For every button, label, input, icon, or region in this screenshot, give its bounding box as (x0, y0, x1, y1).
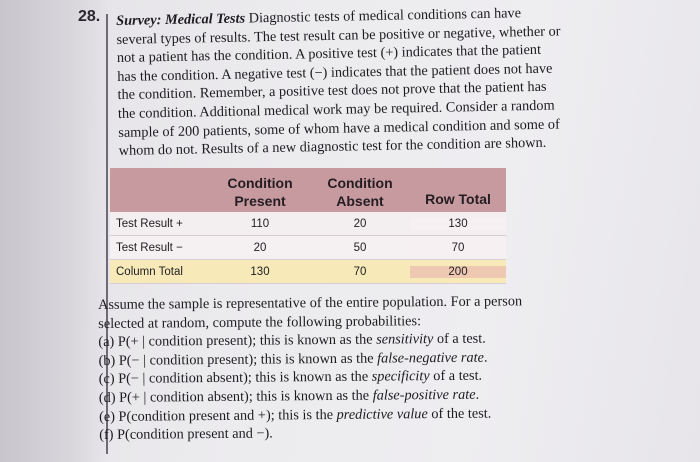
question-text: (c) P(− | condition absent); this is kno… (98, 368, 372, 388)
question-term: predictive value (336, 405, 428, 423)
header-line: Row Total (425, 191, 491, 207)
header-condition-absent: Condition Absent (310, 168, 410, 212)
header-line: Condition (227, 175, 293, 191)
question-text: of the test. (427, 405, 492, 422)
table-row: Column Total 130 70 200 (110, 260, 506, 284)
cell-absent: 20 (353, 217, 367, 230)
header-condition-present: Condition Present (210, 168, 310, 212)
cell-total: 130 (410, 217, 506, 230)
exercise-number: 28. (78, 8, 101, 25)
cell-present: 110 (250, 217, 270, 230)
question-text: (e) P(condition present and +); this is … (98, 406, 337, 425)
problem-statement: Survey: Medical Tests Diagnostic tests o… (116, 3, 597, 161)
cell-present: 130 (250, 265, 270, 278)
question-text: of a test. (429, 368, 483, 385)
bleed-through-margin (0, 0, 110, 462)
header-line: Absent (336, 193, 384, 209)
header-blank (110, 168, 210, 212)
question-text: (a) P(+ | condition present); this is kn… (98, 331, 377, 351)
question-term: false-positive rate (372, 386, 476, 404)
question-text: (d) P(+ | condition absent); this is kno… (98, 387, 373, 406)
question-text: . (483, 349, 488, 366)
question-term: sensitivity (376, 331, 434, 348)
exercise-margin-rule (106, 14, 108, 454)
question-term: false-negative rate (377, 349, 484, 367)
questions-block: Assume the sample is representative of t… (98, 292, 599, 445)
table-row: Test Result + 110 20 130 (110, 212, 506, 236)
row-label: Column Total (116, 265, 183, 278)
results-table: Condition Present Condition Absent Row T… (110, 168, 506, 284)
question-text: (b) P(− | condition present); this is kn… (98, 350, 378, 369)
cell-absent: 50 (353, 241, 367, 254)
row-label: Test Result + (116, 217, 183, 230)
cell-total: 200 (410, 265, 506, 278)
question-item: (f) P(condition present and −). (99, 422, 599, 445)
cell-total: 70 (410, 241, 506, 254)
header-line: Condition (327, 175, 393, 191)
question-list: (a) P(+ | condition present); this is kn… (98, 329, 599, 445)
exercise-title: Survey: Medical Tests (116, 10, 246, 29)
question-text: . (475, 386, 480, 403)
cell-present: 20 (253, 241, 267, 254)
cell-absent: 70 (353, 265, 367, 278)
header-line: Present (234, 193, 286, 209)
table-header: Condition Present Condition Absent Row T… (110, 168, 506, 212)
question-text: (f) P(condition present and −). (99, 425, 273, 444)
header-row-total: Row Total (410, 168, 506, 212)
question-text: of a test. (433, 330, 486, 348)
table-row: Test Result − 20 50 70 (110, 236, 506, 260)
row-label: Test Result − (116, 241, 183, 254)
question-term: specificity (371, 368, 430, 385)
